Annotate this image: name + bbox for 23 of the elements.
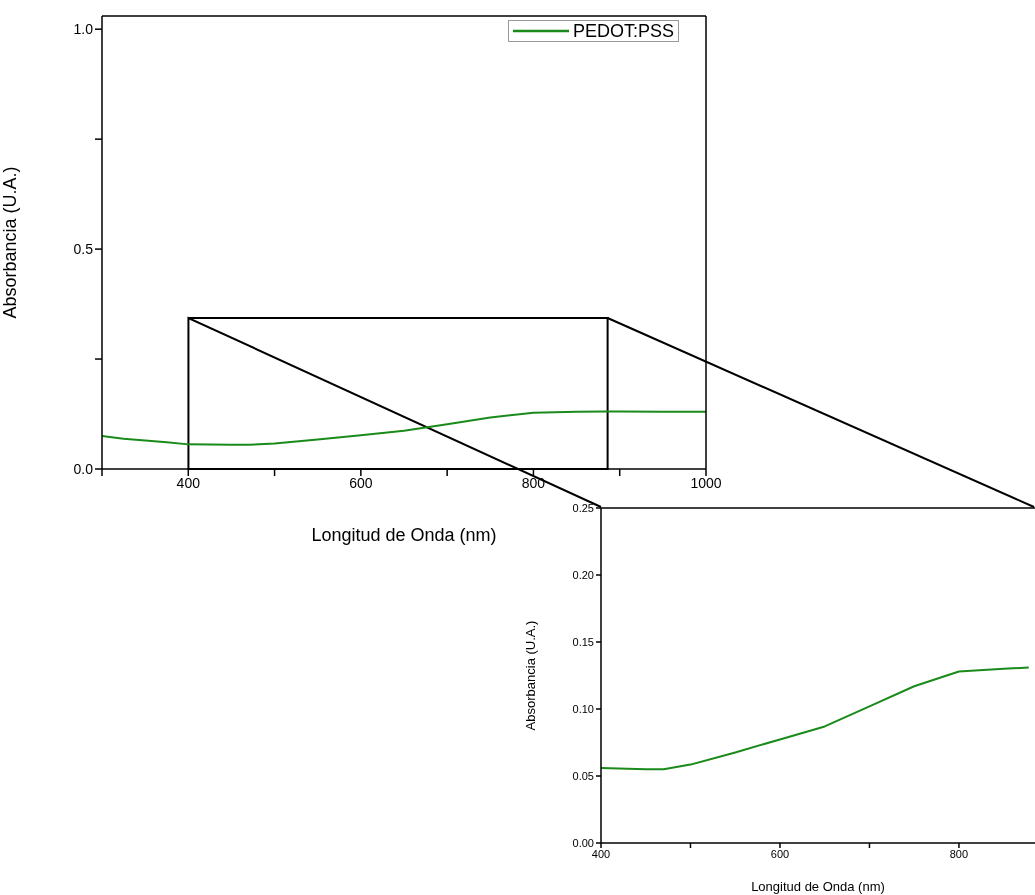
x-axis-title: Longitud de Onda (nm) [751,879,885,894]
y-tick-label: 0.00 [572,836,594,849]
line-series [601,666,1030,771]
x-tick-label: 1000 [690,474,722,491]
line-series [102,410,706,446]
legend-label: PEDOT:PSS [572,21,674,41]
x-tick-label: 800 [521,474,546,491]
x-tick-label: 600 [770,847,790,860]
y-tick-label: 0.5 [73,241,94,258]
y-axis-title: Absorbancia (U.A.) [522,620,538,731]
y-axis-title: Absorbancia (U.A.) [0,166,21,319]
y-tick-label: 0.20 [572,568,594,581]
y-tick-label: 1.0 [73,21,94,38]
x-tick-label: 400 [591,847,611,860]
y-tick-label: 0.25 [572,501,594,514]
x-tick-label: 400 [176,474,201,491]
y-tick-label: 0.0 [73,460,94,477]
y-tick-label: 0.05 [572,769,594,782]
y-tick-label: 0.10 [572,702,594,715]
x-tick-label: 600 [349,474,373,491]
y-tick-label: 0.15 [572,635,594,648]
x-axis-title: Longitud de Onda (nm) [311,525,497,545]
x-tick-label: 800 [949,847,969,860]
